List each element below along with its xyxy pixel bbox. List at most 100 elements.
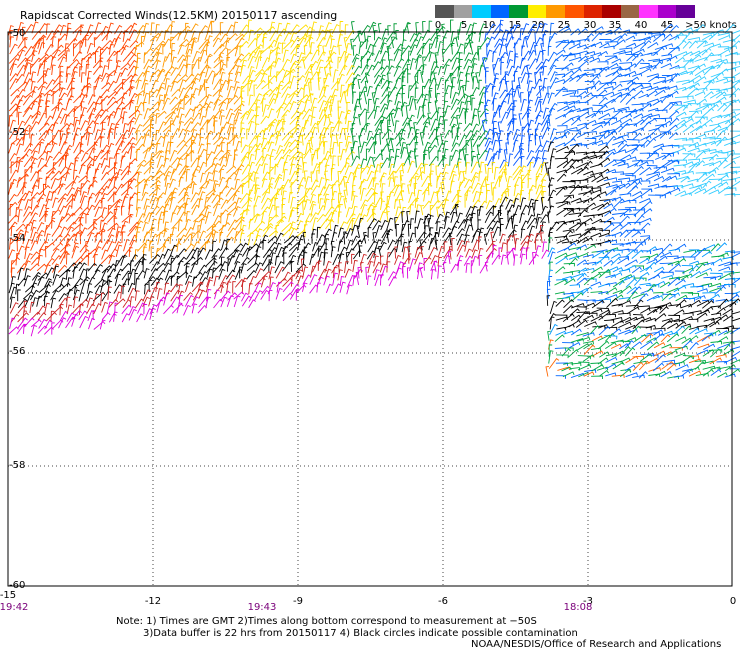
wind-barb: [51, 135, 56, 146]
wind-barb: [497, 121, 502, 133]
wind-barb: [465, 262, 471, 273]
wind-barb: [162, 239, 169, 252]
wind-barb: [71, 245, 80, 259]
wind-barb: [8, 214, 19, 224]
wind-barb: [729, 99, 740, 105]
wind-barb: [548, 237, 553, 251]
wind-barb: [419, 267, 424, 278]
wind-barb: [710, 340, 723, 345]
wind-barb: [225, 108, 234, 120]
wind-barb: [310, 116, 316, 126]
x-tick-label: 0: [730, 596, 736, 607]
wind-barb: [197, 250, 202, 264]
wind-barb: [212, 37, 221, 48]
wind-barb: [518, 113, 523, 126]
wind-barb: [697, 343, 710, 349]
wind-barb: [568, 257, 578, 266]
wind-barb: [437, 41, 444, 54]
wind-barb: [248, 175, 253, 189]
wind-barb: [633, 299, 644, 309]
wind-barb: [94, 149, 105, 162]
wind-barb: [618, 312, 631, 317]
wind-barb: [576, 259, 588, 266]
wind-barb: [101, 239, 111, 251]
wind-barb: [337, 240, 343, 252]
wind-barb: [352, 163, 362, 176]
legend-swatch: [639, 5, 659, 18]
wind-barb: [428, 90, 433, 103]
wind-barb: [605, 266, 619, 273]
legend-label-5: 5: [460, 20, 468, 31]
wind-barb: [290, 128, 300, 139]
wind-barb: [612, 180, 623, 184]
wind-barb: [548, 32, 558, 43]
wind-barb: [542, 34, 546, 47]
wind-barb: [435, 165, 439, 176]
wind-barb: [191, 112, 202, 124]
wind-barb: [477, 219, 482, 231]
wind-barb: [610, 125, 624, 134]
wind-barb: [399, 169, 404, 181]
wind-barb: [232, 190, 240, 201]
wind-barb: [484, 137, 492, 147]
wind-barb: [718, 181, 729, 188]
wind-barb: [393, 184, 402, 197]
wind-barb: [10, 94, 20, 105]
wind-barb: [625, 42, 637, 48]
wind-barb: [79, 42, 84, 54]
wind-barb: [80, 279, 89, 293]
wind-barb: [683, 144, 696, 148]
wind-barb: [93, 168, 99, 180]
wind-barb: [121, 129, 130, 140]
wind-barb: [148, 240, 154, 252]
wind-barb: [73, 277, 84, 287]
wind-barb: [213, 78, 223, 91]
wind-barb: [632, 165, 644, 175]
wind-barb: [563, 262, 575, 267]
wind-barb: [234, 178, 241, 190]
wind-barb: [240, 216, 245, 230]
wind-barb: [443, 241, 448, 252]
wind-barb: [542, 65, 547, 76]
wind-barb: [99, 115, 110, 125]
wind-barb: [640, 121, 652, 131]
wind-barb: [547, 167, 552, 182]
wind-barb: [143, 205, 150, 218]
wind-barb: [38, 22, 48, 33]
wind-barb: [380, 255, 384, 266]
wind-barb: [541, 23, 548, 34]
wind-barb: [538, 135, 543, 147]
wind-barb: [290, 275, 296, 287]
wind-barb: [16, 28, 22, 41]
wind-barb: [625, 372, 638, 378]
legend-swatch: [676, 5, 696, 18]
wind-barb: [255, 262, 263, 272]
wind-barb: [708, 166, 719, 175]
wind-barb: [206, 55, 212, 69]
wind-barb: [296, 184, 304, 195]
wind-barb: [312, 247, 321, 259]
wind-barb: [211, 162, 220, 175]
wind-barb: [204, 211, 212, 224]
wind-barb: [86, 204, 95, 216]
wind-barb: [135, 231, 140, 243]
wind-barb: [366, 170, 375, 182]
wind-barb: [24, 142, 33, 153]
wind-barb: [185, 226, 194, 238]
wind-barb: [465, 73, 470, 84]
wind-barb: [325, 219, 335, 230]
wind-barb: [416, 231, 427, 243]
wind-barb: [513, 70, 518, 82]
wind-barb: [372, 36, 382, 47]
wind-barb: [374, 50, 383, 62]
wind-barb: [493, 166, 499, 180]
wind-barb: [638, 68, 652, 75]
wind-barb: [447, 251, 452, 264]
wind-barb: [675, 175, 689, 181]
wind-barb: [73, 186, 81, 197]
wind-barb: [106, 214, 117, 223]
wind-barb: [214, 289, 220, 300]
wind-barb: [646, 152, 659, 157]
wind-barb: [526, 28, 535, 41]
wind-barb: [450, 263, 459, 273]
